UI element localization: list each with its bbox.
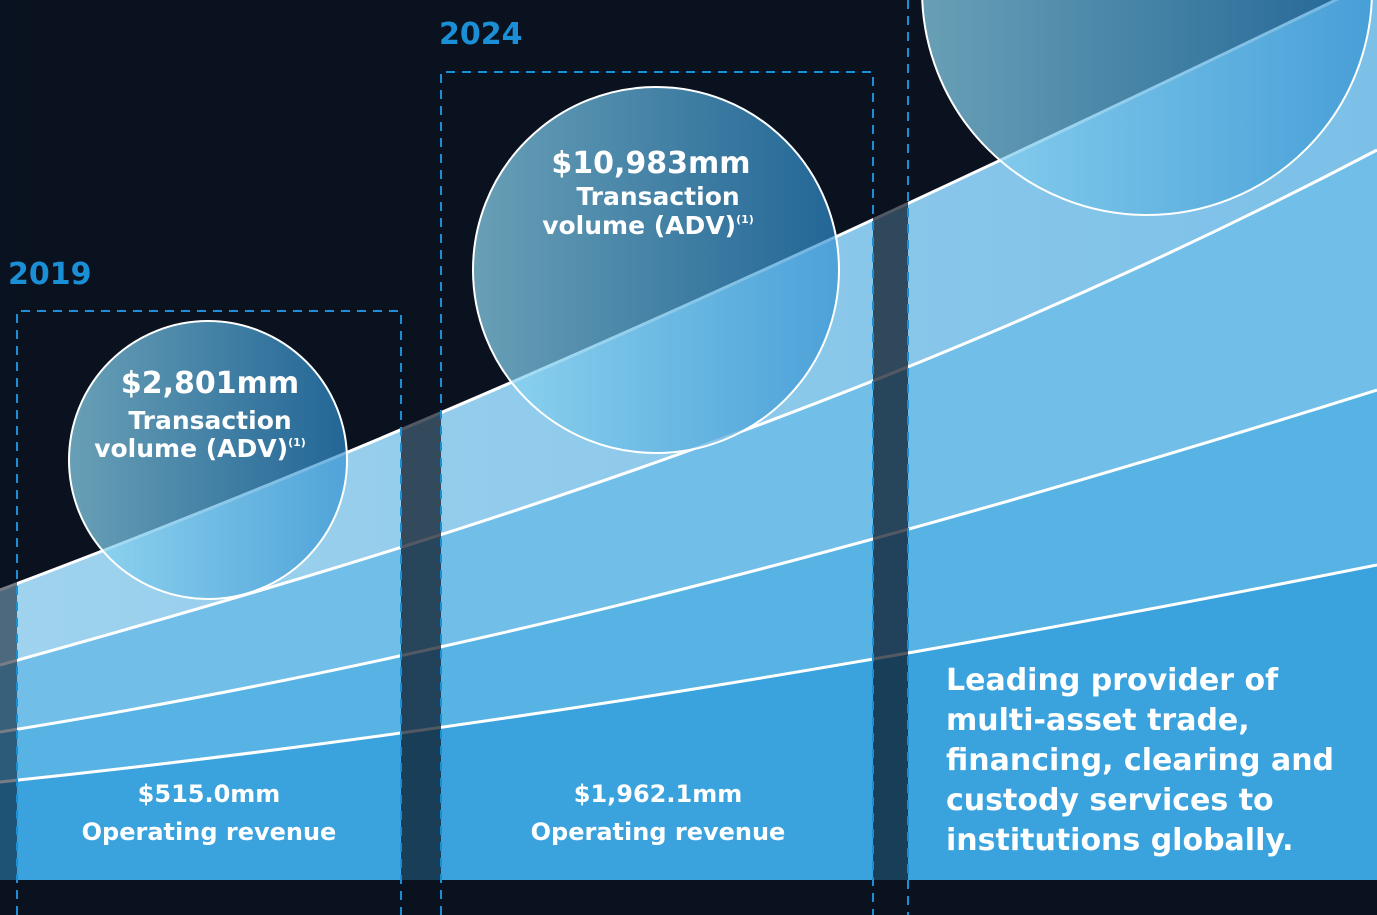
volume: $10,983mm <box>551 146 750 181</box>
revenue-label: Operating revenue <box>82 818 337 846</box>
circle <box>472 86 840 454</box>
volume-label: volume (ADV)(1) <box>542 211 754 240</box>
revenue-label: Operating revenue <box>531 818 786 846</box>
gap <box>0 0 17 880</box>
band <box>0 565 1377 880</box>
volume-label: volume (ADV)(1) <box>94 434 306 463</box>
tagline-line: institutions globally. <box>946 823 1294 858</box>
volume: $2,801mm <box>121 366 299 401</box>
tagline-line: custody services to <box>946 783 1274 818</box>
revenue: $1,962.1mm <box>574 780 742 808</box>
tagline-line: multi-asset trade, <box>946 703 1250 738</box>
footnote: (1) <box>288 436 306 449</box>
year: 2019 <box>8 257 92 292</box>
revenue: $515.0mm <box>138 780 281 808</box>
circle <box>68 320 348 600</box>
footer-band <box>0 880 1377 915</box>
footnote: (1) <box>736 213 754 226</box>
volume-label: Transaction <box>576 182 739 211</box>
curve <box>0 388 1377 734</box>
curve <box>0 148 1377 667</box>
gap <box>873 0 908 880</box>
frame <box>440 71 874 915</box>
gap <box>401 0 441 880</box>
circle <box>921 0 1373 216</box>
tagline: Leading provider of multi-asset trade, fin… <box>946 663 1334 858</box>
tagline-line: Leading provider of <box>946 663 1279 698</box>
tagline-line: financing, clearing and <box>946 743 1334 778</box>
volume-label: volume (ADV) <box>94 434 288 463</box>
volume-label: Transaction <box>128 406 291 435</box>
volume-label: volume (ADV) <box>542 211 736 240</box>
year: 2024 <box>439 17 523 52</box>
curve <box>0 563 1377 784</box>
